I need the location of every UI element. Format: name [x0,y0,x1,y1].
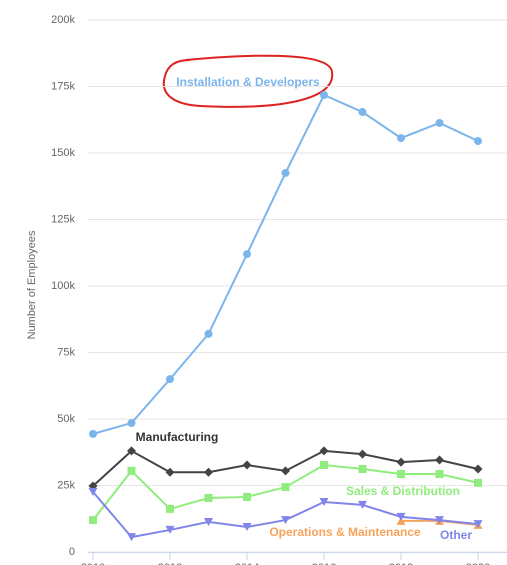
point [89,429,97,438]
series-line [92,93,479,435]
y-tick-label: 150k [51,147,75,159]
point [435,118,444,127]
point [166,375,174,384]
point [242,460,252,470]
point [127,446,136,456]
y-tick-label: 50k [57,413,75,425]
point [166,504,174,513]
x-tick-label: 2014 [235,562,259,565]
point [473,520,483,529]
x-tick-label: 2012 [158,562,182,565]
point [358,108,367,117]
y-axis-label: Number of Employees [26,230,38,339]
y-tick-label: 0 [69,546,75,558]
point [165,467,175,477]
point [127,418,136,427]
point [319,497,329,506]
point [281,483,290,492]
series-label: Other [440,528,472,542]
point [396,512,406,521]
x-tick-label: 2018 [389,562,413,565]
point [243,250,251,259]
point [242,522,252,531]
x-tick-label: 2020 [466,562,490,565]
point [435,516,444,525]
point [88,487,98,496]
point [281,466,290,476]
point [319,446,329,456]
point [474,478,482,487]
series-label: Installation & Developers [176,75,320,89]
point [204,467,213,477]
point [281,168,290,177]
point [397,134,405,143]
point [127,466,136,475]
y-tick-label: 200k [51,14,75,26]
y-tick-label: 175k [51,80,75,92]
point [320,91,328,100]
point [435,470,444,479]
point [435,455,444,465]
point [358,465,367,474]
series-label: Sales & Distribution [346,484,460,498]
point [397,470,405,479]
point [89,516,97,525]
point [320,461,328,470]
y-tick-label: 75k [57,346,75,358]
series-label: Manufacturing [136,430,219,444]
point [474,137,482,146]
x-tick-label: 2010 [81,562,105,565]
point [396,457,406,467]
point [127,533,136,542]
point [243,492,251,501]
point [358,449,367,459]
point [204,494,213,503]
y-tick-label: 100k [51,280,75,292]
annotation-circle [162,54,334,108]
point [204,329,213,338]
point [204,517,213,526]
series-label: Operations & Maintenance [269,525,421,539]
point [281,516,290,525]
y-tick-label: 25k [57,479,75,491]
point [165,525,175,534]
point [358,500,367,509]
point [473,464,483,474]
x-tick-label: 2016 [312,562,336,565]
y-tick-label: 125k [51,213,75,225]
